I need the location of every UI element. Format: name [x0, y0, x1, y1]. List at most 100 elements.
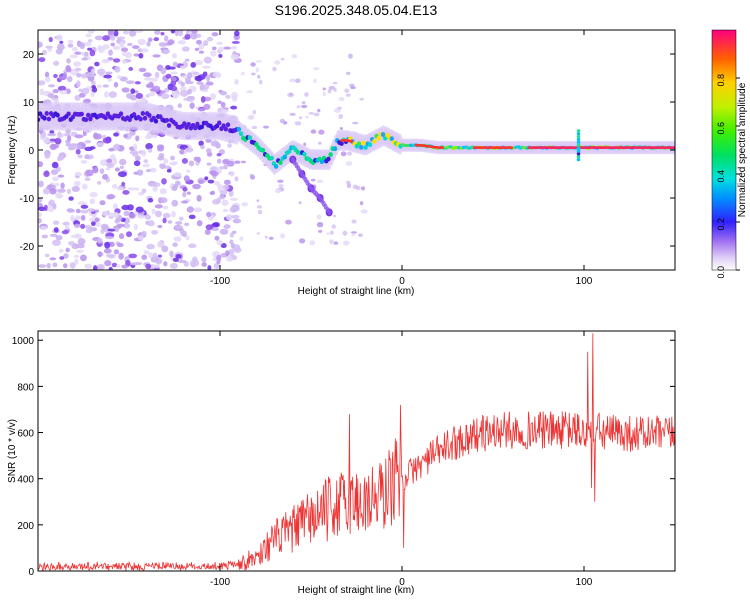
- spectrogram-noise-cell: [50, 185, 57, 189]
- spectrogram-noise-cell: [186, 72, 193, 79]
- spectrogram-noise-cell: [220, 101, 226, 109]
- spectrogram-noise-cell: [141, 150, 147, 157]
- spectrogram-noise-cell: [145, 263, 152, 270]
- spectrogram-ridge-cell: [236, 126, 242, 132]
- spectrogram-noise-cell: [212, 46, 217, 51]
- spectrogram-noise-cell: [43, 170, 50, 178]
- spectrogram-ridge-cell: [83, 117, 89, 123]
- spectrogram-noise-cell: [111, 183, 118, 189]
- spectrogram-noise-cell: [54, 137, 62, 145]
- spectrogram-noise-cell: [127, 204, 134, 211]
- spectrogram-ridge-cell: [166, 123, 172, 128]
- spectrogram-noise-cell: [330, 230, 334, 235]
- spectrogram-ridge-cell: [269, 155, 274, 161]
- spectrogram-noise-cell: [38, 57, 46, 63]
- spectrogram-noise-cell: [328, 85, 336, 90]
- spectrogram-noise-cell: [99, 200, 106, 206]
- spectrogram-noise-cell: [84, 263, 92, 269]
- spectrogram-noise-cell: [201, 262, 207, 267]
- spectrogram-noise-cell: [108, 30, 116, 35]
- spectrogram-ridge-cell: [38, 117, 41, 123]
- spectrogram-noise-cell: [74, 67, 82, 72]
- spectrogram-noise-cell: [250, 62, 256, 67]
- spectrogram-noise-cell: [38, 80, 46, 86]
- colorbar-label: Normalized spectral amplitude: [737, 82, 748, 217]
- spectrogram-noise-cell: [116, 264, 121, 268]
- spectrogram-noise-cell: [316, 222, 324, 228]
- spectrogram-noise-cell: [141, 254, 148, 260]
- spectrogram-noise-cell: [97, 46, 106, 54]
- spectrogram-noise-cell: [44, 152, 51, 159]
- spectrogram-noise-cell: [122, 59, 127, 64]
- spectrogram-noise-cell: [268, 236, 274, 240]
- spectrogram-noise-cell: [140, 48, 149, 53]
- spectrogram-noise-cell: [230, 53, 240, 60]
- spectrogram-noise-cell: [316, 214, 322, 220]
- spectrogram-noise-cell: [152, 54, 161, 58]
- spectrogram-noise-cell: [210, 140, 220, 147]
- spectrogram-noise-cell: [179, 89, 189, 97]
- spectrogram-ytick-label: 0: [28, 146, 34, 157]
- spectrogram-ridge-cell: [193, 125, 198, 131]
- spectrogram-noise-cell: [178, 259, 187, 264]
- spectrogram-ridge-cell: [376, 135, 381, 141]
- spectrogram-ridge-cell: [46, 116, 52, 122]
- spectrogram-noise-cell: [142, 163, 150, 168]
- spectrogram-ridge-cell: [138, 116, 143, 122]
- spectrogram-noise-cell: [38, 206, 46, 212]
- spectrogram-noise-cell: [345, 71, 351, 75]
- spectrogram-noise-cell: [96, 84, 102, 89]
- spectrogram-noise-cell: [105, 236, 114, 240]
- spectrogram-ridge-cell: [247, 135, 253, 140]
- spectrogram-noise-cell: [101, 58, 110, 64]
- spectrogram-noise-cell: [99, 168, 105, 174]
- spectrogram-noise-cell: [173, 183, 179, 189]
- spectrogram-noise-cell: [74, 94, 81, 101]
- spectrogram-noise-cell: [206, 36, 214, 42]
- spectrogram-noise-cell: [256, 199, 260, 202]
- spectrogram-noise-cell: [67, 241, 75, 246]
- spectrogram-noise-cell: [152, 252, 158, 259]
- spectrogram-noise-cell: [96, 142, 104, 147]
- spectrogram-noise-cell: [99, 159, 109, 166]
- spectrogram-noise-cell: [121, 51, 127, 57]
- spectrogram-noise-cell: [301, 101, 306, 105]
- spectrogram-noise-cell: [189, 260, 195, 267]
- spectrogram-ridge-cell: [217, 120, 222, 126]
- spectrogram-noise-cell: [201, 89, 209, 93]
- spectrogram-noise-cell: [38, 161, 44, 168]
- spectrogram-noise-cell: [87, 47, 92, 51]
- spectrogram-noise-cell: [106, 162, 115, 169]
- spectrogram-noise-cell: [135, 206, 144, 213]
- spectrogram-noise-cell: [225, 250, 230, 257]
- spectrogram-noise-cell: [83, 225, 92, 229]
- spectrogram-noise-cell: [135, 92, 144, 100]
- spectrogram-noise-cell: [59, 89, 68, 95]
- spectrogram-noise-cell: [289, 112, 296, 116]
- spectrogram-noise-cell: [94, 61, 100, 67]
- spectrogram-noise-cell: [183, 175, 190, 182]
- spectrogram-noise-cell: [66, 188, 72, 195]
- spectrogram-noise-cell: [171, 211, 176, 218]
- snr-panel: -100 0 100 0 200 400 600 800 1000 Height of str…: [7, 330, 676, 596]
- spectrogram-noise-cell: [188, 160, 195, 167]
- spectrogram-noise-cell: [92, 166, 99, 174]
- spectrogram-noise-cell: [310, 178, 316, 182]
- spectrogram-streak-cell: [576, 132, 581, 136]
- spectrogram-branch-cell: [327, 209, 332, 216]
- spectrogram-noise-cell: [80, 159, 88, 164]
- spectrogram-noise-cell: [75, 149, 81, 155]
- spectrogram-noise-cell: [167, 220, 173, 224]
- spectrogram-noise-cell: [175, 254, 182, 259]
- spectrogram-noise-cell: [332, 214, 337, 218]
- spectrogram-noise-cell: [73, 223, 81, 229]
- spectrogram-noise-cell: [205, 74, 211, 82]
- spectrogram-ridge-cell: [103, 115, 108, 121]
- spectrogram-noise-cell: [89, 198, 96, 205]
- spectrogram-noise-cell: [108, 147, 115, 152]
- spectrogram-noise-cell: [241, 202, 249, 207]
- spectrogram-noise-cell: [160, 31, 165, 36]
- spectrogram-noise-cell: [216, 254, 222, 262]
- spectrogram-noise-cell: [71, 46, 78, 52]
- spectrogram-streak-cell: [576, 146, 581, 150]
